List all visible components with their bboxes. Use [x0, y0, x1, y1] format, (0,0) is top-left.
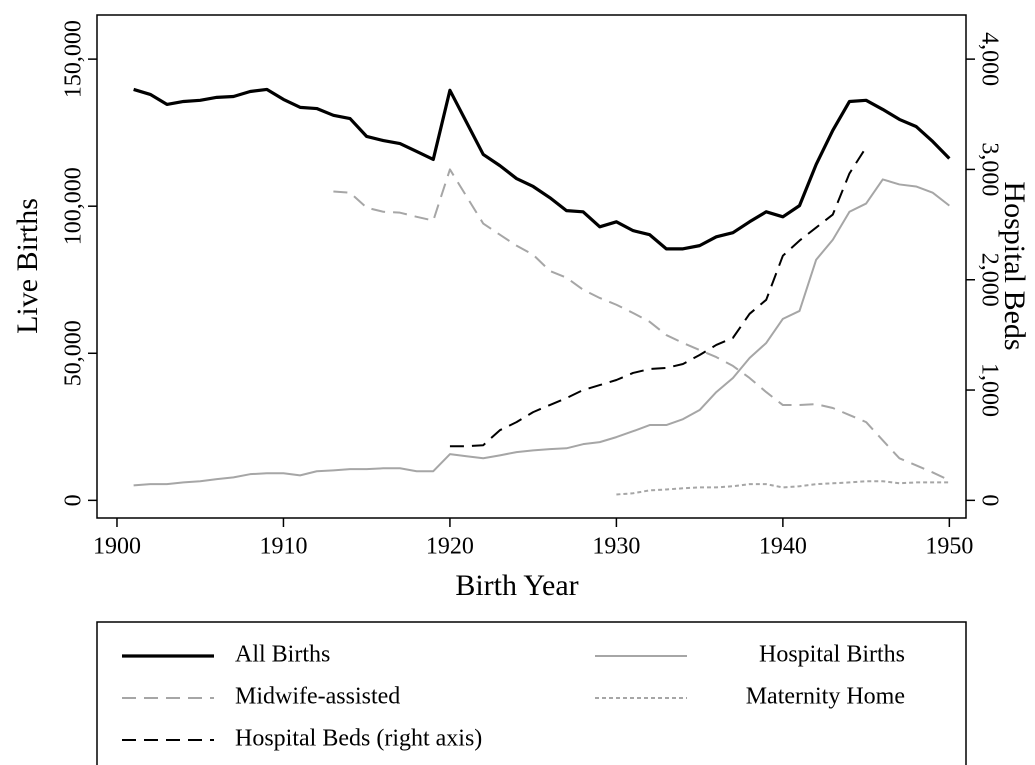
x-tick-label: 1940	[759, 534, 807, 560]
series-line	[133, 87, 951, 251]
y-tick-label: 100,000	[61, 167, 87, 245]
y-axis-title: Live Births	[11, 198, 44, 334]
legend-frame	[96, 621, 967, 765]
y-tick-label: 0	[61, 494, 87, 506]
y2-tick-label: 1,000	[976, 363, 1002, 417]
x-tick-label: 1910	[259, 534, 307, 560]
legend-label: Hospital Beds (right axis)	[235, 726, 482, 752]
x-tick-label: 1900	[93, 534, 141, 560]
plot-frame	[96, 14, 967, 519]
y-tick-label: 50,000	[61, 320, 87, 386]
series-line	[333, 168, 950, 482]
x-tick-label: 1930	[592, 534, 640, 560]
x-tick-label: 1950	[925, 534, 973, 560]
y2-tick-label: 2,000	[976, 253, 1002, 307]
x-tick-label: 1920	[426, 534, 474, 560]
y2-axis-title: Hospital Beds	[998, 181, 1031, 350]
series-line	[449, 146, 867, 448]
y2-tick-label: 4,000	[976, 32, 1002, 86]
x-axis-title: Birth Year	[455, 569, 578, 602]
y2-tick-label: 3,000	[976, 142, 1002, 196]
y-tick-label: 150,000	[61, 20, 87, 98]
legend-label: Hospital Births	[759, 642, 905, 668]
y2-tick-label: 0	[976, 494, 1002, 506]
legend-label: All Births	[235, 642, 330, 668]
legend-label: Maternity Home	[746, 684, 905, 710]
series-line	[133, 178, 950, 487]
legend-label: Midwife-assisted	[235, 684, 400, 710]
